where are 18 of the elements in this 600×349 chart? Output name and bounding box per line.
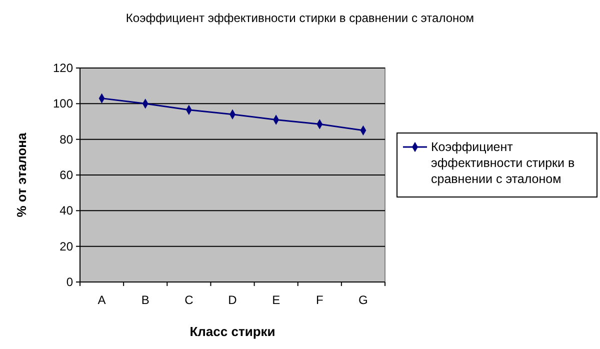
- x-tick-label: A: [98, 293, 106, 307]
- x-tick-label: F: [316, 293, 324, 307]
- y-tick-label: 100: [52, 96, 74, 111]
- y-tick-label: 40: [60, 204, 74, 218]
- x-axis-title: Класс стирки: [190, 324, 276, 339]
- y-tick-label: 0: [66, 275, 74, 289]
- y-tick-label: 20: [60, 239, 74, 254]
- y-tick-label: 80: [60, 132, 74, 146]
- legend-label: Коэффициент эффективности стирки в сравнении с эталоном: [431, 140, 575, 186]
- y-axis-title: % от эталона: [14, 132, 29, 218]
- y-tick-label: 120: [52, 61, 74, 75]
- x-tick-label: D: [228, 293, 238, 307]
- x-tick-label: G: [358, 293, 368, 307]
- x-tick-label: E: [272, 293, 280, 307]
- x-tick-label: B: [141, 293, 150, 307]
- chart-title: Коэффициент эффективности стирки в сравнении с эталоном: [126, 11, 474, 25]
- y-tick-label: 60: [60, 168, 74, 182]
- x-tick-label: C: [184, 293, 194, 307]
